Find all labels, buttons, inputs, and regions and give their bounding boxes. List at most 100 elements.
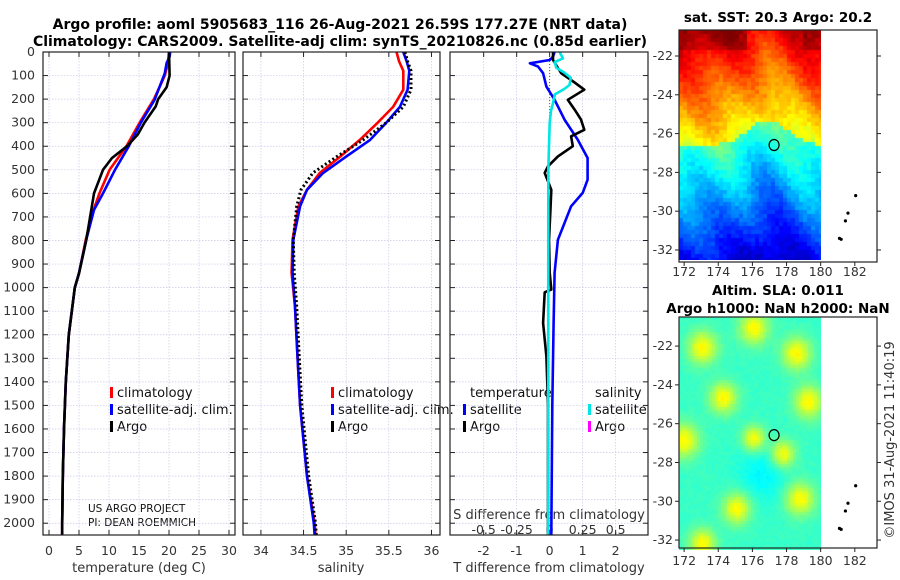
- x-tick-label: 36: [424, 543, 440, 558]
- x-tick-label: 25: [191, 543, 207, 558]
- legend-swatch: [110, 387, 113, 398]
- y-tick-label: 1000: [3, 280, 35, 295]
- t-diff-xlabel: T difference from climatology: [452, 561, 645, 576]
- lon-tick-label: 180: [809, 553, 833, 568]
- x-tick-label: 34: [253, 543, 269, 558]
- s-diff-tick-label: 0.5: [606, 522, 626, 537]
- y-tick-label: 500: [11, 162, 35, 177]
- lat-tick-label: -28: [653, 164, 673, 179]
- figure-title-line1: Argo profile: aoml 5905683_116 26-Aug-20…: [53, 17, 628, 33]
- lat-tick-label: -30: [653, 203, 673, 218]
- lon-tick-label: 178: [775, 264, 799, 279]
- island-marker: [843, 509, 848, 513]
- legend-swatch: [331, 387, 334, 398]
- map-frame: [678, 316, 878, 549]
- lat-tick-label: -30: [653, 493, 673, 508]
- x-tick-label: 10: [101, 543, 117, 558]
- plot-frame: [449, 51, 649, 536]
- island-marker: [854, 194, 858, 198]
- s-diff-tick-label: -0.5: [471, 522, 495, 537]
- island-marker: [839, 527, 843, 531]
- legend-salinity-satellite: satellite: [595, 403, 647, 418]
- legend-salinity-argo: Argo: [595, 420, 625, 435]
- x-tick-label: 35: [338, 543, 354, 558]
- lon-tick-label: 178: [775, 553, 799, 568]
- sst-map-title: sat. SST: 20.3 Argo: 20.2: [684, 10, 872, 26]
- figure-title-line2: Climatology: CARS2009. Satellite-adj cli…: [33, 34, 647, 50]
- lon-tick-label: 176: [740, 264, 764, 279]
- x-tick-label: 1: [579, 543, 587, 558]
- y-tick-label: 0: [27, 44, 35, 59]
- series-temperature-satellite: [528, 51, 589, 536]
- series-argo: [291, 51, 413, 536]
- legend-satellite: satellite-adj. clim.: [338, 403, 454, 418]
- legend-temperature-argo: Argo: [470, 420, 500, 435]
- s-diff-tick-label: 0.25: [569, 522, 597, 537]
- legend-swatch: [463, 421, 466, 432]
- y-tick-label: 800: [11, 232, 35, 247]
- legend-argo: Argo: [338, 420, 368, 435]
- profile-location-marker: [768, 429, 780, 442]
- legend-temperature-title: temperature: [470, 386, 552, 401]
- s-diff-tick-label: -0.25: [500, 522, 532, 537]
- map-frame: [678, 29, 878, 263]
- lat-tick-label: -22: [653, 338, 673, 353]
- legend-swatch: [463, 404, 466, 415]
- profile-location-marker: [768, 138, 780, 152]
- lon-tick-label: 172: [672, 553, 696, 568]
- y-tick-label: 1400: [3, 374, 35, 389]
- y-tick-label: 600: [11, 185, 35, 200]
- series-satellite-adj-clim-: [291, 51, 411, 536]
- island-marker: [846, 211, 850, 215]
- lon-tick-label: 172: [672, 264, 696, 279]
- sst-map-image: [679, 30, 821, 260]
- legend-climatology: climatology: [338, 386, 414, 401]
- x-tick-label: 35.5: [375, 543, 403, 558]
- lat-tick-label: -24: [653, 377, 673, 392]
- island-marker: [843, 219, 848, 223]
- lon-tick-label: 182: [843, 553, 867, 568]
- y-tick-label: 200: [11, 91, 35, 106]
- legend-salinity-title: salinity: [595, 386, 642, 401]
- island-marker: [854, 484, 858, 488]
- legend-climatology: climatology: [117, 386, 193, 401]
- x-tick-label: 30: [221, 543, 237, 558]
- sla-map-subtitle: Argo h1000: NaN h2000: NaN: [666, 301, 889, 317]
- x-tick-label: 20: [161, 543, 177, 558]
- lon-tick-label: 182: [843, 264, 867, 279]
- x-tick-label: 2: [612, 543, 620, 558]
- y-tick-label: 400: [11, 138, 35, 153]
- legend-temperature-satellite: satellite: [470, 403, 522, 418]
- lon-tick-label: 174: [706, 553, 730, 568]
- y-tick-label: 1100: [3, 303, 35, 318]
- lat-tick-label: -28: [653, 454, 673, 469]
- x-tick-label: 34.5: [290, 543, 318, 558]
- lat-tick-label: -24: [653, 87, 673, 102]
- s-diff-tick-label: 0: [546, 522, 554, 537]
- x-tick-label: -1: [510, 543, 522, 558]
- legend-swatch: [110, 404, 113, 415]
- plot-frame: [242, 51, 441, 536]
- x-tick-label: -2: [477, 543, 489, 558]
- legend-argo: Argo: [117, 420, 147, 435]
- legend-swatch: [588, 421, 591, 432]
- y-tick-label: 900: [11, 256, 35, 271]
- lat-tick-label: -22: [653, 48, 673, 63]
- x-tick-label: 5: [75, 543, 83, 558]
- island-marker: [839, 237, 843, 241]
- lat-tick-label: -26: [653, 126, 673, 141]
- series-salinity-satellite: [546, 51, 573, 536]
- lat-tick-label: -32: [653, 532, 673, 547]
- legend-swatch: [331, 421, 334, 432]
- y-tick-label: 1600: [3, 421, 35, 436]
- y-tick-label: 1300: [3, 350, 35, 365]
- lat-tick-label: -26: [653, 416, 673, 431]
- x-tick-label: 0: [546, 543, 554, 558]
- legend-swatch: [588, 404, 591, 415]
- series-argo: [60, 51, 171, 535]
- y-tick-label: 1800: [3, 468, 35, 483]
- sla-map-image: [679, 317, 821, 550]
- temperature-xlabel: temperature (deg C): [72, 561, 206, 576]
- salinity-xlabel: salinity: [318, 561, 365, 576]
